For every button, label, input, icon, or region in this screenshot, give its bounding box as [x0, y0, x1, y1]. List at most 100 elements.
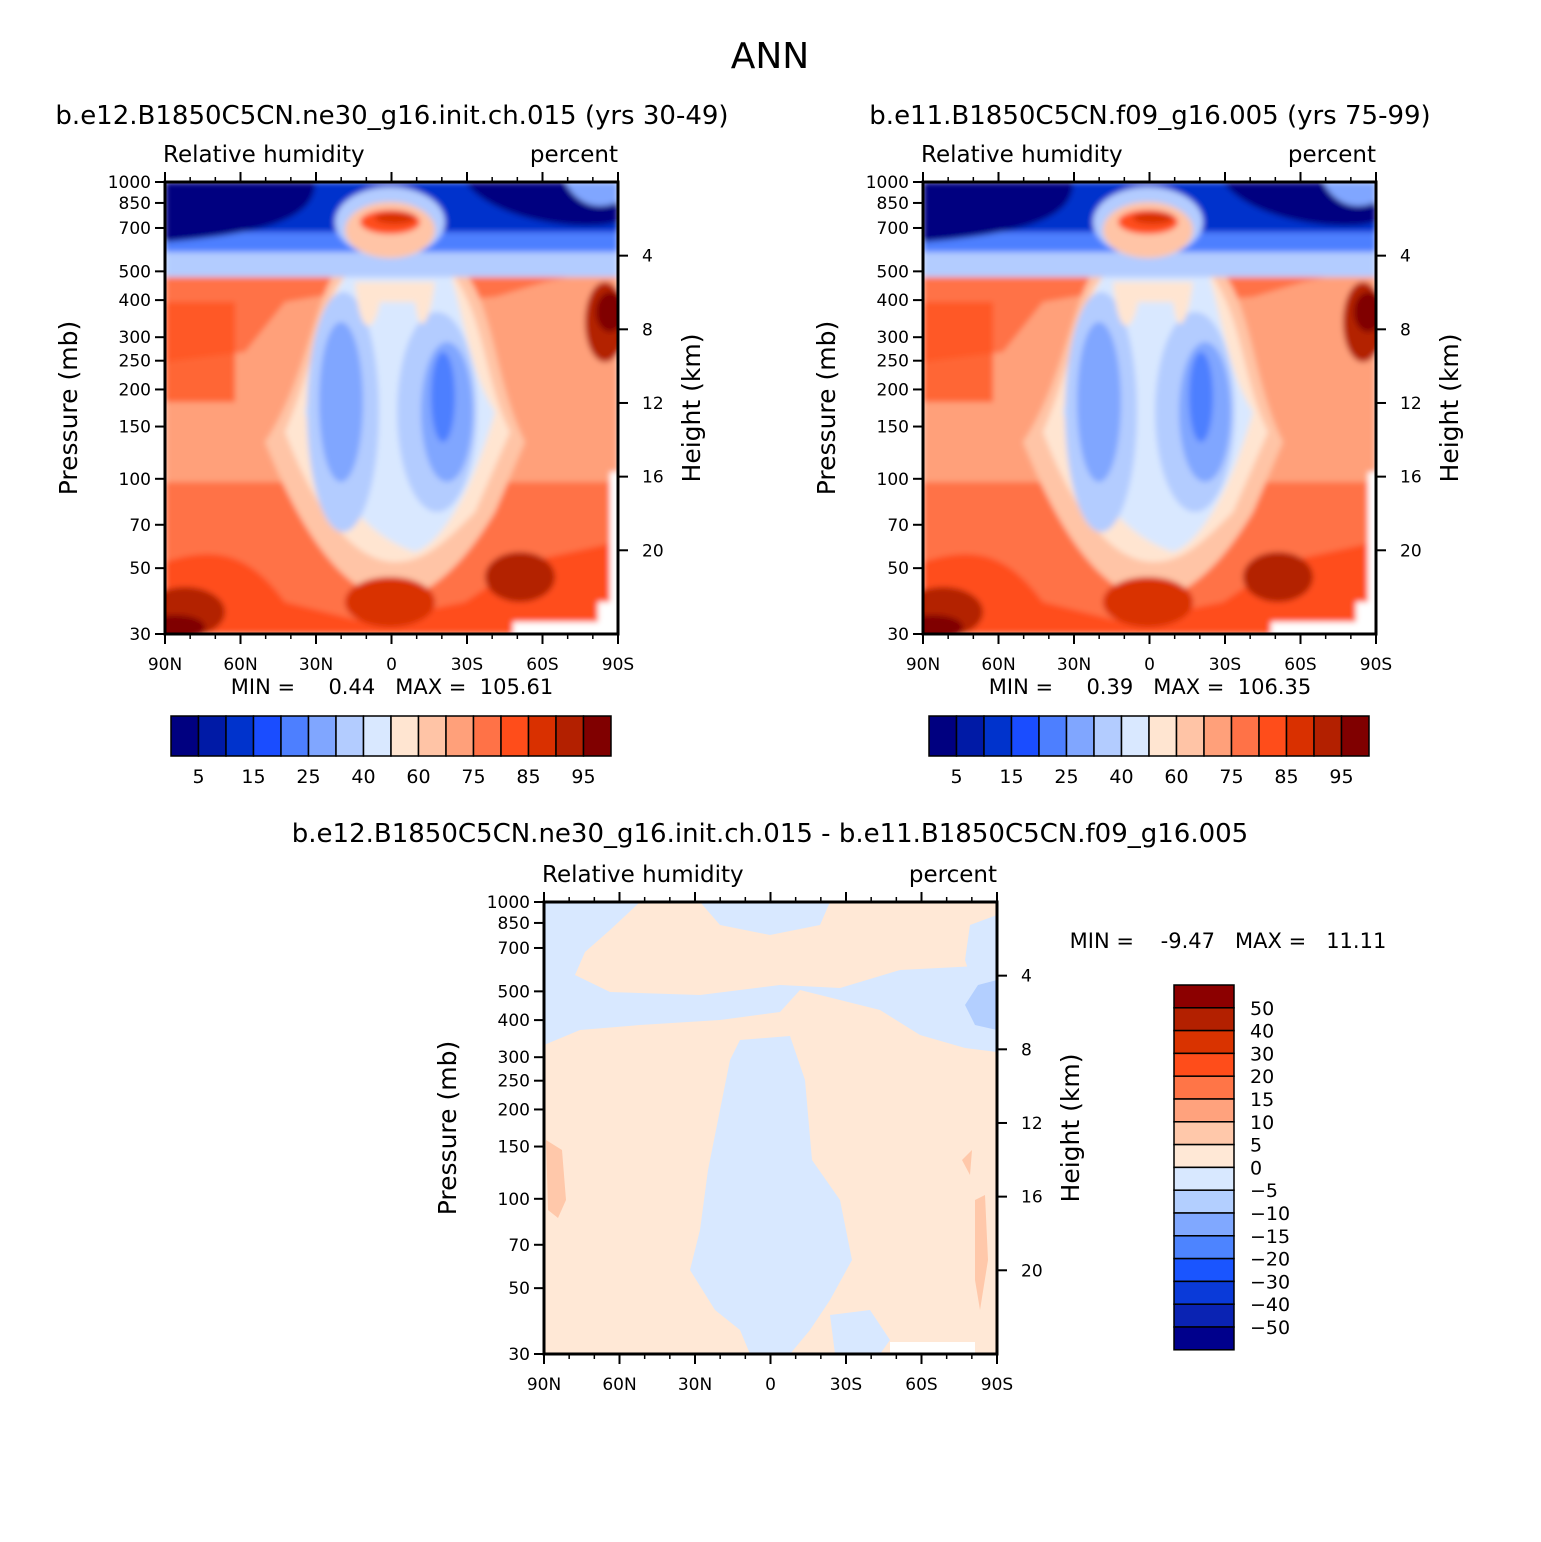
y2-tick-label: 4 [1021, 967, 1032, 987]
y2-tick-label: 12 [1400, 394, 1422, 414]
y-tick-label: 700 [119, 219, 151, 239]
y-tick-label: 1000 [108, 173, 151, 193]
colorbar-swatch [1173, 984, 1235, 1009]
y-tick-label: 400 [498, 1011, 530, 1031]
panel-2-left-label: Relative humidity [921, 142, 1123, 168]
x-tick-label: 60N [602, 1375, 636, 1395]
y2-tick-label: 12 [1021, 1114, 1043, 1134]
x-tick-label: 90S [981, 1375, 1013, 1395]
y-tick-label: 300 [119, 328, 151, 348]
y-tick-label: 500 [877, 262, 909, 282]
colorbar-label: −10 [1250, 1203, 1290, 1225]
y2-tick-label: 8 [1021, 1040, 1032, 1060]
colorbar-swatch [1230, 715, 1260, 757]
panel-1-left-label: Relative humidity [163, 142, 365, 168]
y-tick-label: 150 [119, 418, 151, 438]
colorbar-swatch [417, 715, 447, 757]
panel-3-left-label: Relative humidity [542, 862, 744, 888]
panel-2-field [923, 182, 1376, 634]
y-tick-label: 500 [119, 262, 151, 282]
y2-tick-label: 16 [1021, 1188, 1043, 1208]
colorbar-swatch [1173, 1007, 1235, 1032]
x-tick-label: 0 [765, 1375, 776, 1395]
y-tick-label: 30 [129, 625, 151, 645]
colorbar-label: 30 [1250, 1043, 1274, 1065]
colorbar-label: 75 [461, 766, 485, 788]
x-tick-label: 0 [1144, 655, 1155, 675]
y2-tick-label: 4 [642, 247, 653, 267]
panel-2: b.e11.B1850C5CN.f09_g16.005 (yrs 75-99) … [812, 101, 1464, 788]
colorbar-swatch [1173, 1280, 1235, 1305]
colorbar-swatch [1313, 715, 1343, 757]
colorbar-swatch [472, 715, 502, 757]
x-tick-label: 60S [905, 1375, 937, 1395]
x-tick-label: 30S [451, 655, 483, 675]
x-tick-label: 30N [1057, 655, 1091, 675]
x-tick-label: 0 [386, 655, 397, 675]
colorbar-label: 15 [999, 766, 1023, 788]
colorbar-swatch [1175, 715, 1205, 757]
colorbar-label: 5 [1250, 1135, 1262, 1157]
y2-axis-label: Height (km) [1056, 1054, 1085, 1203]
colorbar-swatch [983, 715, 1013, 757]
panel-1-minmax: MIN = 0.44 MAX = 105.61 [231, 675, 553, 699]
colorbar-label: 5 [950, 766, 962, 788]
colorbar-swatch [1093, 715, 1123, 757]
colorbar-swatch [1258, 715, 1288, 757]
y-tick-label: 250 [498, 1072, 530, 1092]
colorbar-swatch [928, 715, 958, 757]
y-tick-label: 700 [498, 939, 530, 959]
colorbar-swatch [362, 715, 392, 757]
colorbar-swatch [445, 715, 475, 757]
panel-2-minmax: MIN = 0.39 MAX = 106.35 [989, 675, 1311, 699]
y-tick-label: 300 [498, 1048, 530, 1068]
y2-tick-label: 8 [1400, 320, 1411, 340]
y-axis-label: Pressure (mb) [54, 321, 83, 495]
y2-tick-label: 12 [642, 394, 664, 414]
colorbar-label: −5 [1250, 1180, 1278, 1202]
x-tick-label: 60N [223, 655, 257, 675]
colorbar-swatch [1148, 715, 1178, 757]
y-tick-label: 50 [129, 559, 151, 579]
colorbar-swatch [1173, 1326, 1235, 1351]
colorbar-label: 25 [1054, 766, 1078, 788]
y-tick-label: 70 [129, 516, 151, 536]
y-tick-label: 250 [877, 352, 909, 372]
y-tick-label: 500 [498, 982, 530, 1002]
colorbar-swatch [1173, 1029, 1235, 1055]
y-tick-label: 150 [877, 418, 909, 438]
colorbar-label: −20 [1250, 1249, 1290, 1271]
colorbar-swatch [1173, 1075, 1235, 1100]
colorbar-label: −50 [1250, 1317, 1290, 1339]
colorbar-label: 40 [351, 766, 375, 788]
y2-tick-label: 8 [642, 320, 653, 340]
y-tick-label: 70 [508, 1236, 530, 1256]
panel-3-field [544, 902, 997, 1354]
y-tick-label: 200 [119, 380, 151, 400]
y2-axis-label: Height (km) [1435, 334, 1464, 483]
colorbar-swatch [390, 715, 420, 757]
colorbar-label: 40 [1250, 1021, 1274, 1043]
y2-tick-label: 4 [1400, 247, 1411, 267]
colorbar-label: −15 [1250, 1226, 1290, 1248]
colorbar-swatch [1285, 715, 1315, 757]
figure-title: ANN [731, 36, 810, 77]
y-tick-label: 70 [887, 516, 909, 536]
x-tick-label: 30S [1209, 655, 1241, 675]
colorbar-label: 60 [406, 766, 430, 788]
x-tick-label: 90N [148, 655, 182, 675]
colorbar-swatch [1065, 715, 1095, 757]
y-tick-label: 100 [498, 1190, 530, 1210]
colorbar-swatch [527, 715, 557, 757]
colorbar-swatch [1173, 1235, 1235, 1260]
x-tick-label: 90N [906, 655, 940, 675]
y-tick-label: 250 [119, 352, 151, 372]
panel-1-field [165, 182, 618, 634]
y2-tick-label: 20 [1400, 541, 1422, 561]
colorbar-label: 25 [296, 766, 320, 788]
x-tick-label: 90N [527, 1375, 561, 1395]
colorbar-label: 10 [1250, 1112, 1274, 1134]
y-tick-label: 1000 [866, 173, 909, 193]
colorbar-swatch [1173, 1257, 1235, 1283]
